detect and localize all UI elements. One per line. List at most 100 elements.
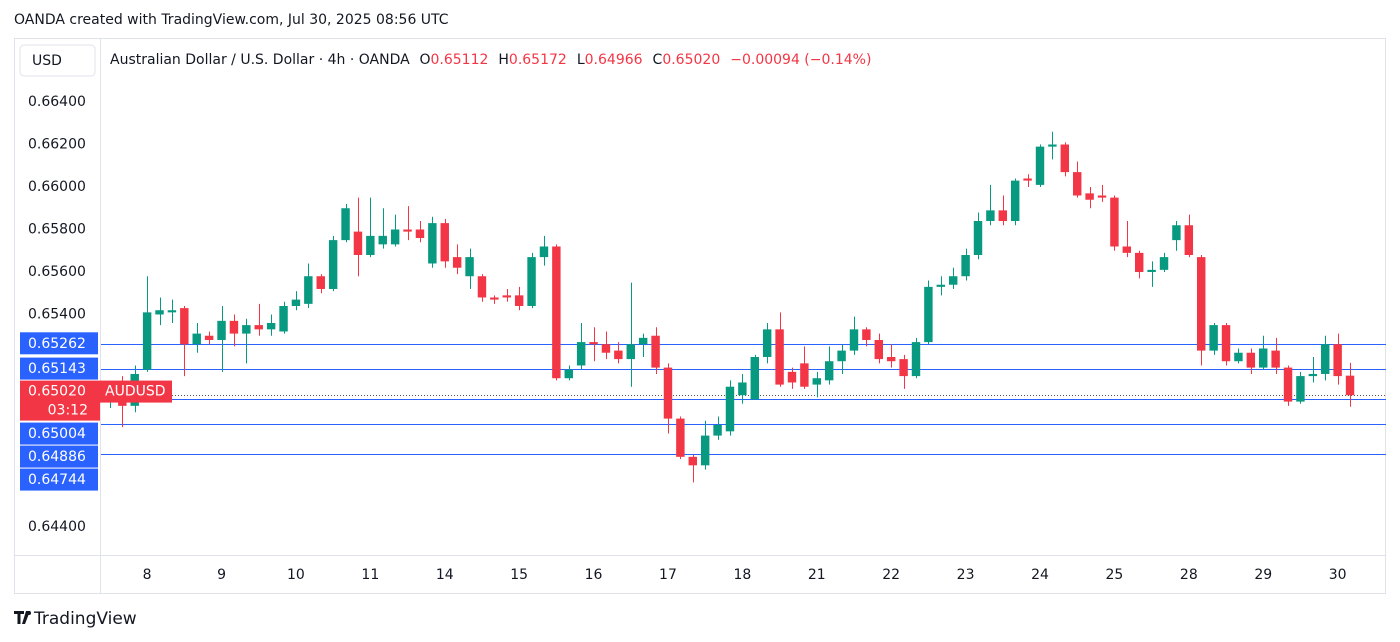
candle bbox=[638, 333, 648, 357]
candle bbox=[1197, 254, 1206, 366]
x-tick-label: 22 bbox=[882, 567, 900, 583]
candle bbox=[1209, 322, 1218, 355]
ohlc-value: 0.65020 bbox=[662, 52, 720, 68]
header: OANDA created with TradingView.com, Jul … bbox=[14, 12, 449, 28]
body bbox=[638, 337, 648, 345]
candle bbox=[626, 282, 635, 387]
body bbox=[552, 246, 561, 379]
candle bbox=[948, 267, 958, 289]
body bbox=[738, 382, 747, 396]
body bbox=[750, 356, 759, 400]
body bbox=[428, 223, 437, 264]
body bbox=[775, 329, 784, 385]
candle bbox=[738, 373, 747, 404]
x-tick-label: 21 bbox=[808, 567, 826, 583]
currency: USD bbox=[32, 53, 62, 69]
body bbox=[800, 363, 809, 387]
body bbox=[328, 240, 338, 289]
candle bbox=[353, 197, 363, 277]
body bbox=[304, 276, 313, 304]
last-price-label: 0.65020 bbox=[28, 384, 86, 400]
candle bbox=[899, 354, 908, 389]
body bbox=[279, 305, 288, 332]
body bbox=[651, 335, 660, 368]
candle bbox=[1259, 335, 1268, 370]
last-price-box bbox=[20, 380, 100, 421]
body bbox=[242, 325, 251, 334]
plot bbox=[101, 131, 1386, 483]
ohlc-label: H bbox=[498, 52, 509, 68]
body bbox=[452, 257, 462, 268]
candle bbox=[1060, 142, 1070, 177]
y-tick-label: 0.64400 bbox=[28, 519, 86, 535]
legend: Australian Dollar / U.S. Dollar · 4h · O… bbox=[110, 52, 871, 68]
ohlc-label: L bbox=[577, 52, 585, 68]
body bbox=[589, 342, 598, 345]
body bbox=[874, 339, 884, 360]
body bbox=[229, 320, 239, 334]
candle bbox=[180, 305, 189, 377]
candle bbox=[924, 280, 933, 345]
body bbox=[490, 297, 499, 300]
body bbox=[1184, 225, 1194, 255]
symbol-title: Australian Dollar / U.S. Dollar · 4h · O… bbox=[110, 52, 410, 68]
candle bbox=[849, 316, 859, 355]
candle bbox=[986, 184, 995, 226]
body bbox=[986, 210, 995, 221]
body bbox=[862, 329, 871, 340]
candle bbox=[874, 333, 884, 364]
body bbox=[576, 342, 586, 366]
body bbox=[626, 344, 635, 360]
candle bbox=[862, 327, 871, 347]
x-tick-label: 29 bbox=[1254, 567, 1272, 583]
candle bbox=[403, 206, 412, 241]
y-tick-label: 0.66200 bbox=[28, 137, 86, 153]
candle bbox=[676, 416, 685, 459]
candle bbox=[688, 454, 697, 483]
body bbox=[266, 322, 276, 330]
body bbox=[1234, 352, 1243, 362]
currency-box[interactable] bbox=[19, 44, 96, 77]
candle bbox=[812, 371, 822, 398]
candle bbox=[576, 322, 586, 370]
candle bbox=[452, 244, 462, 275]
price-label-box bbox=[20, 422, 98, 445]
frame bbox=[14, 38, 1386, 594]
countdown: 03:12 bbox=[48, 403, 88, 419]
logo: TradingView bbox=[14, 609, 137, 629]
candle bbox=[700, 420, 710, 470]
body bbox=[465, 257, 474, 277]
candle bbox=[254, 303, 263, 336]
body bbox=[614, 350, 623, 360]
body bbox=[973, 220, 983, 255]
body bbox=[539, 246, 549, 258]
candle bbox=[229, 314, 239, 347]
candle bbox=[1271, 337, 1280, 374]
candle bbox=[279, 301, 288, 334]
body bbox=[366, 235, 375, 255]
candle bbox=[614, 342, 623, 364]
candle bbox=[713, 416, 722, 440]
x-tick-label: 23 bbox=[957, 567, 975, 583]
body bbox=[167, 310, 177, 313]
logo-dot bbox=[27, 611, 31, 615]
body bbox=[1159, 257, 1169, 270]
candle bbox=[837, 344, 846, 374]
symbol-box bbox=[100, 380, 172, 403]
body bbox=[1097, 195, 1107, 198]
candle bbox=[787, 367, 797, 389]
body bbox=[936, 284, 946, 287]
candle bbox=[1246, 348, 1256, 374]
body bbox=[1209, 325, 1218, 351]
body bbox=[440, 223, 449, 262]
body bbox=[1135, 252, 1144, 272]
x-tick-label: 17 bbox=[659, 567, 677, 583]
body bbox=[1259, 348, 1268, 368]
candle bbox=[304, 263, 313, 309]
x-tick-label: 10 bbox=[287, 567, 305, 583]
price-label-box bbox=[20, 357, 98, 380]
candle bbox=[1135, 250, 1144, 279]
symbol-label: AUDUSD bbox=[105, 384, 166, 400]
body bbox=[924, 286, 933, 343]
ohlc-value: 0.65112 bbox=[430, 52, 488, 68]
